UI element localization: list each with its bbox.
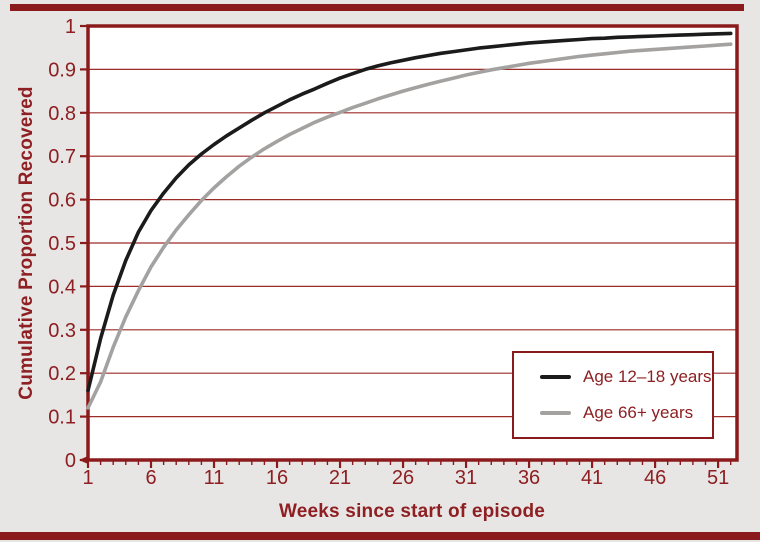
legend-item-age-66plus: Age 66+ years: [540, 403, 712, 423]
legend-label: Age 12–18 years: [583, 367, 712, 386]
origin-arrow: [79, 456, 88, 464]
legend-line-swatch-black: [540, 375, 571, 379]
x-tick-label: 41: [581, 467, 603, 489]
x-axis-ticks: 1 6 11 16 21 26 31 36 41 46 51: [82, 460, 732, 489]
y-tick-label: 0.9: [48, 59, 76, 81]
y-tick-label: 0.6: [48, 190, 76, 212]
x-axis-title: Weeks since start of episode: [278, 501, 546, 522]
series-line-0: [86, 31, 733, 393]
y-tick-label: 1: [65, 16, 76, 38]
y-tick-label: 0: [65, 450, 76, 472]
x-tick-label: 11: [204, 467, 225, 489]
y-axis-ticks: 0 0.1 0.2 0.3 0.4 0.5 0.6 0.7 0.8 0.9 1: [48, 16, 88, 472]
x-tick-label: 1: [82, 467, 93, 489]
y-tick-label: 0.7: [48, 146, 76, 168]
y-tick-label: 0.8: [48, 103, 76, 125]
x-tick-label: 26: [392, 467, 414, 489]
x-tick-label: 31: [455, 467, 477, 489]
y-tick-label: 0.1: [48, 407, 76, 429]
x-tick-label: 6: [145, 467, 156, 489]
x-tick-label: 36: [518, 467, 540, 489]
y-tick-label: 0.5: [48, 233, 76, 255]
y-tick-label: 0.4: [48, 276, 76, 298]
series-line-1: [86, 42, 733, 410]
x-tick-label: 46: [644, 467, 666, 489]
x-tick-label: 16: [266, 467, 288, 489]
top-rule: [10, 4, 744, 11]
legend: Age 12–18 years Age 66+ years: [512, 351, 714, 439]
y-axis-title: Cumulative Proportion Recovered: [16, 86, 37, 400]
y-tick-label: 0.3: [48, 320, 76, 342]
x-tick-label: 21: [329, 467, 351, 489]
x-tick-label: 51: [707, 467, 729, 489]
legend-line-swatch-gray: [540, 411, 571, 415]
y-tick-label: 0.2: [48, 363, 76, 385]
legend-label: Age 66+ years: [583, 403, 694, 422]
legend-item-age-12-18: Age 12–18 years: [540, 367, 712, 387]
bottom-rule: [0, 532, 760, 540]
